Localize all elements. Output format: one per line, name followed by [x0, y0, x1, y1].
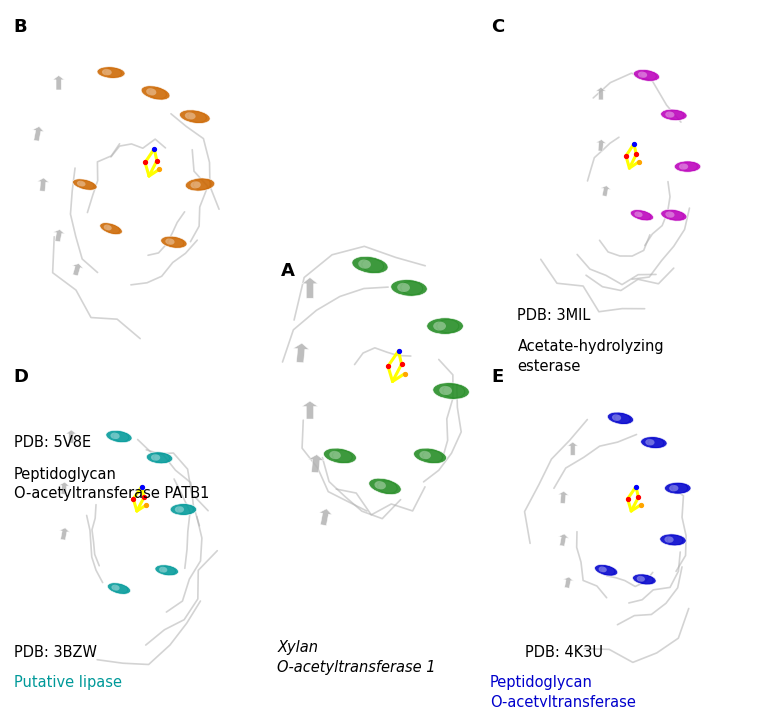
Text: A: A [281, 262, 295, 279]
Ellipse shape [77, 181, 85, 187]
Ellipse shape [665, 211, 675, 218]
Ellipse shape [641, 437, 667, 448]
FancyArrow shape [319, 509, 332, 525]
Ellipse shape [612, 414, 621, 421]
Text: Acetate-hydrolyzing
esterase: Acetate-hydrolyzing esterase [517, 339, 664, 374]
Ellipse shape [434, 322, 446, 331]
Ellipse shape [397, 283, 410, 292]
Ellipse shape [413, 448, 447, 464]
Ellipse shape [608, 412, 634, 424]
Text: PDB: 3BZW: PDB: 3BZW [14, 645, 97, 660]
Text: Peptidoglycan
O-acetyltransferase: Peptidoglycan O-acetyltransferase [490, 675, 635, 707]
Ellipse shape [633, 574, 656, 585]
Ellipse shape [141, 86, 170, 100]
Text: Xylan
O-acetyltransferase 1: Xylan O-acetyltransferase 1 [277, 640, 436, 674]
FancyArrow shape [59, 528, 70, 540]
Ellipse shape [439, 386, 452, 395]
Ellipse shape [634, 69, 660, 81]
Ellipse shape [110, 433, 119, 439]
Text: PDB: 4K3U: PDB: 4K3U [525, 645, 603, 660]
FancyArrow shape [72, 264, 83, 276]
Ellipse shape [679, 163, 688, 170]
Ellipse shape [369, 478, 401, 495]
Ellipse shape [675, 161, 701, 173]
FancyArrow shape [59, 482, 69, 494]
FancyArrow shape [53, 230, 65, 242]
Text: C: C [491, 18, 504, 35]
FancyArrow shape [563, 577, 574, 588]
FancyArrow shape [302, 401, 318, 419]
Ellipse shape [374, 481, 386, 489]
Text: Peptidoglycan
O-acetyltransferase PATB1: Peptidoglycan O-acetyltransferase PATB1 [14, 467, 209, 501]
FancyArrow shape [558, 491, 568, 503]
Ellipse shape [102, 69, 112, 76]
Ellipse shape [151, 454, 160, 461]
FancyArrow shape [596, 88, 606, 100]
Ellipse shape [631, 209, 654, 221]
Ellipse shape [161, 236, 187, 248]
Ellipse shape [665, 482, 691, 494]
Ellipse shape [634, 211, 643, 217]
FancyArrow shape [38, 178, 49, 192]
Ellipse shape [107, 583, 131, 595]
Ellipse shape [323, 448, 357, 464]
Ellipse shape [175, 506, 184, 513]
Ellipse shape [660, 534, 686, 546]
Ellipse shape [146, 88, 156, 95]
FancyArrow shape [302, 278, 318, 298]
FancyArrow shape [53, 76, 65, 90]
Ellipse shape [391, 279, 427, 296]
Text: Putative lipase: Putative lipase [14, 675, 122, 690]
Ellipse shape [97, 66, 125, 78]
Ellipse shape [112, 585, 119, 590]
Ellipse shape [669, 485, 678, 491]
Ellipse shape [190, 181, 201, 189]
Ellipse shape [661, 209, 687, 221]
Text: D: D [14, 368, 28, 385]
Ellipse shape [155, 565, 179, 575]
Ellipse shape [433, 382, 469, 399]
Ellipse shape [352, 257, 388, 274]
Ellipse shape [598, 566, 607, 573]
Ellipse shape [427, 318, 464, 334]
Ellipse shape [72, 179, 97, 190]
Ellipse shape [185, 112, 196, 119]
Ellipse shape [159, 567, 167, 573]
FancyArrow shape [558, 534, 569, 547]
Ellipse shape [661, 109, 687, 121]
Ellipse shape [186, 178, 215, 191]
Ellipse shape [420, 451, 431, 460]
Ellipse shape [330, 451, 341, 460]
FancyArrow shape [596, 139, 606, 151]
FancyArrow shape [601, 186, 611, 197]
FancyArrow shape [293, 343, 310, 363]
FancyArrow shape [567, 442, 578, 455]
Ellipse shape [105, 431, 132, 443]
Text: PDB: 3MIL: PDB: 3MIL [517, 308, 591, 322]
FancyArrow shape [66, 430, 76, 443]
Ellipse shape [179, 110, 210, 124]
Ellipse shape [100, 223, 122, 235]
Ellipse shape [645, 439, 654, 445]
Ellipse shape [146, 452, 172, 464]
Ellipse shape [104, 225, 112, 230]
Ellipse shape [665, 537, 674, 543]
Ellipse shape [166, 238, 175, 245]
FancyArrow shape [308, 455, 324, 473]
Text: E: E [491, 368, 504, 385]
Ellipse shape [637, 576, 645, 582]
Text: B: B [14, 18, 28, 35]
FancyArrow shape [32, 127, 44, 141]
Text: PDB: 5V8E: PDB: 5V8E [14, 435, 91, 450]
Ellipse shape [170, 503, 196, 515]
Ellipse shape [594, 564, 618, 576]
Ellipse shape [665, 112, 675, 117]
Ellipse shape [638, 71, 647, 78]
Ellipse shape [358, 259, 371, 269]
